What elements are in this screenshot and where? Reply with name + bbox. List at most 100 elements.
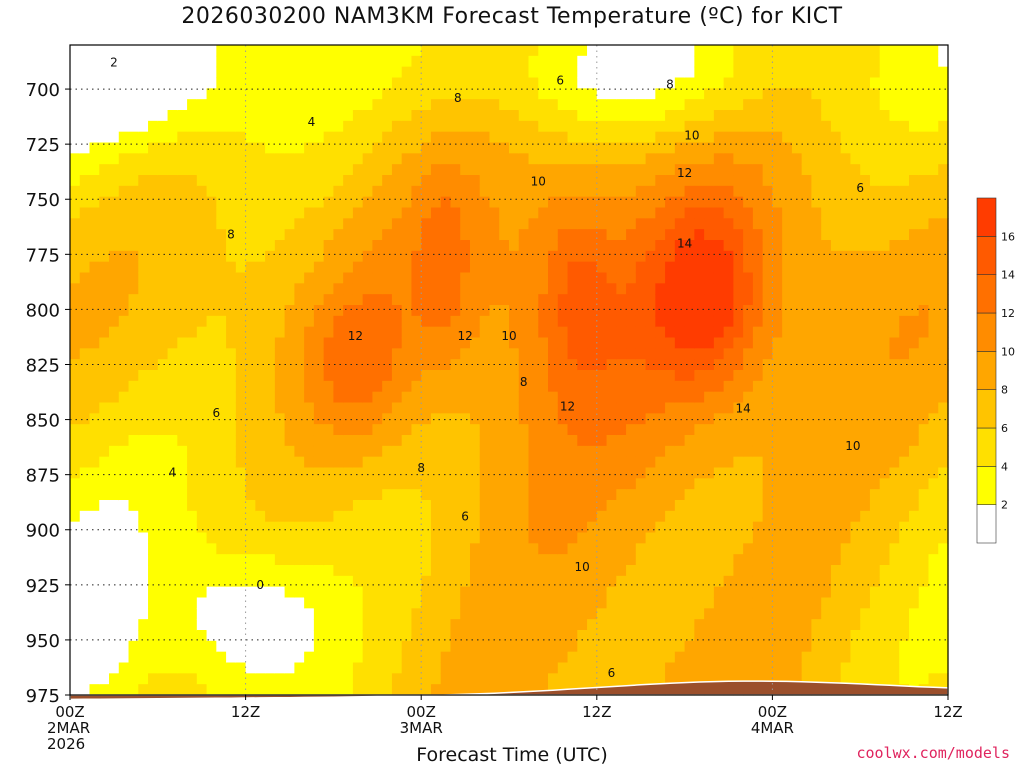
field-cell	[840, 240, 852, 252]
field-cell	[294, 153, 305, 165]
field-cell	[674, 543, 686, 555]
field-cell	[528, 608, 539, 620]
field-cell	[548, 565, 559, 577]
field-cell	[762, 315, 773, 328]
field-cell	[226, 294, 237, 306]
field-cell	[177, 348, 188, 360]
field-cell	[860, 164, 871, 176]
field-cell	[226, 272, 237, 284]
field-cell	[733, 619, 744, 631]
field-cell	[489, 435, 500, 447]
field-cell	[343, 543, 354, 555]
field-cell	[743, 272, 754, 284]
field-cell	[821, 240, 832, 252]
field-cell	[206, 77, 217, 89]
field-cell	[489, 630, 500, 642]
field-cell	[567, 424, 578, 436]
field-cell	[567, 294, 578, 306]
field-cell	[489, 283, 500, 295]
field-cell	[538, 467, 549, 479]
field-cell	[557, 662, 569, 674]
field-cell	[499, 565, 510, 577]
field-cell	[343, 272, 354, 284]
field-cell	[138, 575, 149, 588]
field-cell	[518, 608, 530, 620]
field-cell	[762, 478, 773, 490]
field-cell	[362, 175, 374, 187]
field-cell	[89, 359, 100, 371]
field-cell	[557, 651, 569, 664]
field-cell	[860, 565, 871, 577]
field-cell	[372, 120, 383, 133]
field-cell	[557, 142, 569, 154]
field-cell	[869, 359, 881, 371]
field-cell	[791, 45, 803, 57]
field-cell	[333, 608, 344, 620]
field-cell	[694, 164, 705, 176]
field-cell	[821, 207, 832, 219]
field-cell	[762, 261, 773, 274]
field-cell	[265, 142, 276, 154]
field-cell	[577, 337, 588, 349]
field-cell	[401, 500, 413, 512]
field-cell	[645, 478, 656, 490]
field-cell	[89, 380, 100, 393]
field-cell	[313, 196, 325, 209]
field-cell	[850, 305, 861, 317]
field-cell	[762, 489, 773, 501]
field-cell	[743, 218, 754, 230]
field-cell	[489, 521, 500, 534]
field-cell	[382, 326, 393, 339]
field-cell	[567, 283, 578, 295]
field-cell	[674, 250, 686, 263]
field-cell	[411, 261, 422, 274]
field-cell	[840, 619, 852, 631]
field-cell	[674, 294, 686, 306]
field-cell	[557, 348, 569, 360]
field-cell	[177, 164, 188, 176]
field-cell	[187, 88, 198, 100]
field-cell	[850, 88, 861, 100]
field-cell	[538, 120, 549, 133]
field-cell	[362, 294, 374, 306]
field-cell	[352, 554, 364, 566]
field-cell	[226, 218, 237, 230]
field-cell	[548, 489, 559, 501]
field-cell	[733, 99, 744, 111]
field-cell	[313, 272, 325, 284]
field-cell	[450, 467, 461, 479]
field-cell	[577, 240, 588, 252]
field-cell	[274, 120, 286, 133]
field-cell	[791, 445, 803, 458]
field-cell	[391, 88, 403, 100]
field-cell	[343, 521, 354, 534]
field-cell	[528, 66, 539, 79]
field-cell	[206, 88, 217, 100]
field-cell	[626, 608, 637, 620]
field-cell	[352, 673, 364, 685]
field-cell	[645, 402, 656, 414]
field-cell	[118, 153, 130, 165]
field-cell	[352, 77, 364, 89]
field-cell	[157, 261, 169, 274]
field-cell	[606, 478, 617, 490]
field-cell	[645, 77, 656, 89]
field-cell	[440, 348, 452, 360]
field-cell	[782, 348, 793, 360]
field-cell	[840, 543, 852, 555]
field-cell	[616, 294, 627, 306]
field-cell	[548, 500, 559, 512]
field-cell	[645, 218, 656, 230]
field-cell	[401, 445, 413, 458]
field-cell	[723, 413, 734, 425]
field-cell	[274, 651, 286, 664]
field-cell	[694, 175, 705, 187]
field-cell	[430, 597, 442, 609]
field-cell	[226, 467, 237, 479]
field-cell	[704, 662, 715, 674]
field-cell	[518, 521, 530, 534]
field-cell	[713, 142, 725, 154]
field-cell	[733, 164, 744, 176]
field-cell	[840, 435, 852, 447]
field-cell	[762, 630, 773, 642]
